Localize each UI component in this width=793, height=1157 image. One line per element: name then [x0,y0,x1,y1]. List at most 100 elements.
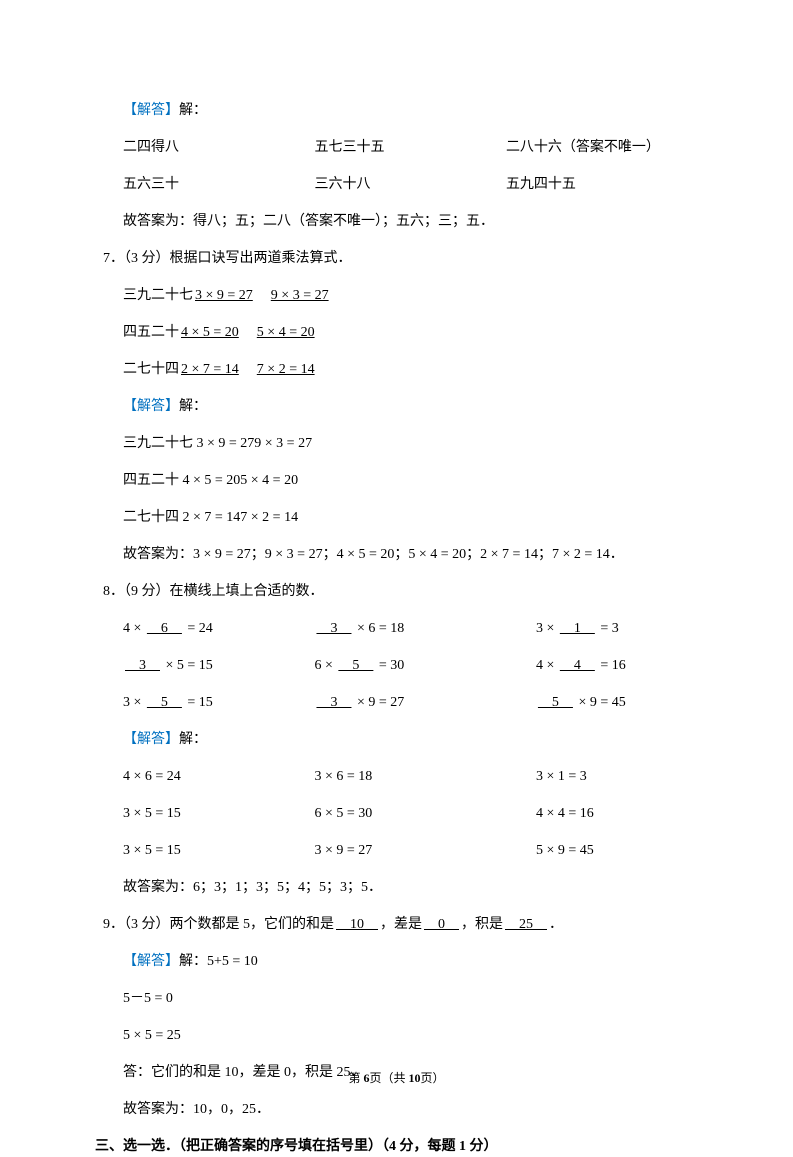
answer-label: 【解答】 [123,399,179,414]
t: ． [549,917,563,932]
q8-conclusion: 故答案为：6；3；1；3；5；4；5；3；5． [123,877,698,898]
section-3-heading: 三、选一选．（把正确答案的序号填在括号里）（4 分，每题 1 分） [95,1136,698,1157]
label: 四五二十 [123,325,179,340]
t: 3 × [536,621,558,636]
q7-answer-heading: 【解答】解： [123,396,698,417]
label: 二七十四 [123,362,179,377]
t: ，差是 [380,917,422,932]
q8-text: 在横线上填上合适的数． [170,584,324,599]
q7-row: 四五二十4 × 5 = 20 5 × 4 = 20 [123,322,698,343]
jie: 解： [179,954,207,969]
t: 4 × [123,621,145,636]
q7-title: 7．（3 分）根据口诀写出两道乘法算式． [103,248,698,269]
q9-title: 9．（3 分）两个数都是 5，它们的和是 10 ，差是 0 ，积是 25 ． [103,914,698,935]
q8-solrow: 3 × 5 = 15 6 × 5 = 30 4 × 4 = 16 [123,803,698,824]
cell: 二四得八 [123,137,314,158]
q7-row: 二七十四2 × 7 = 14 7 × 2 = 14 [123,359,698,380]
label: 三九二十七 [123,288,193,303]
cell: 五六三十 [123,174,314,195]
q8-number: 8．（9 分） [103,584,170,599]
jie: 解： [179,732,207,747]
q6-grid-row2: 五六三十 三六十八 五九四十五 [123,174,698,195]
u: 3 [123,658,162,673]
sol: 5+5 = 10 [207,954,258,969]
cell: 3 × 5 = 15 [123,655,314,676]
q7-conclusion: 故答案为：3 × 9 = 27；9 × 3 = 27；4 × 5 = 20；5 … [123,544,698,565]
t: × 9 = 27 [353,695,404,710]
q8-row: 4 × 6 = 24 3 × 6 = 18 3 × 1 = 3 [123,618,698,639]
q9-conclusion: 故答案为：10，0，25． [123,1099,698,1120]
q8-solrow: 4 × 6 = 24 3 × 6 = 18 3 × 1 = 3 [123,766,698,787]
ans: 4 × 5 = 20 [179,325,241,340]
t: = 24 [184,621,213,636]
q8-row: 3 × 5 = 15 6 × 5 = 30 4 × 4 = 16 [123,655,698,676]
q9-answer-heading: 【解答】解：5+5 = 10 [123,951,698,972]
cell: 5 × 9 = 45 [506,840,697,861]
q7-sol: 二七十四 2 × 7 = 147 × 2 = 14 [123,507,698,528]
t: = 15 [184,695,213,710]
q6-answer-heading: 【解答】解： [123,100,698,121]
cell: 三六十八 [314,174,505,195]
cell: 五九四十五 [506,174,697,195]
t: 页） [421,1071,445,1085]
t: × 9 = 45 [575,695,626,710]
t: 两个数都是 5，它们的和是 [170,917,335,932]
cell: 3 × 5 = 15 [123,840,314,861]
q9-number: 9．（3 分） [103,917,170,932]
ans: 9 × 3 = 27 [269,288,331,303]
cell: 3 × 1 = 3 [506,766,697,787]
u: 10 [334,917,380,932]
q6-conclusion: 故答案为：得八；五；二八（答案不唯一）；五六；三；五． [123,211,698,232]
cell: 6 × 5 = 30 [314,803,505,824]
page-footer: 第 6页（共 10页） [0,1069,793,1087]
t: = 30 [375,658,404,673]
t: × 6 = 18 [353,621,404,636]
cell: 5 × 9 = 45 [506,692,697,713]
cell: 3 × 6 = 18 [314,618,505,639]
q8-answer-heading: 【解答】解： [123,729,698,750]
q8-title: 8．（9 分）在横线上填上合适的数． [103,581,698,602]
q7-row: 三九二十七3 × 9 = 27 9 × 3 = 27 [123,285,698,306]
u: 5 [336,658,375,673]
ans: 3 × 9 = 27 [193,288,255,303]
answer-label: 【解答】 [123,103,179,118]
cell: 二八十六（答案不唯一） [506,137,697,158]
q9-sol: 5－5 = 0 [123,988,698,1009]
t: = 16 [597,658,626,673]
q7-number: 7．（3 分） [103,251,170,266]
u: 25 [503,917,549,932]
u: 5 [145,695,184,710]
q8-row: 3 × 5 = 15 3 × 9 = 27 5 × 9 = 45 [123,692,698,713]
t: 3 × [123,695,145,710]
cell: 3 × 6 = 18 [314,766,505,787]
cell: 3 × 5 = 15 [123,692,314,713]
answer-label: 【解答】 [123,732,179,747]
cell: 4 × 6 = 24 [123,618,314,639]
total-pages: 10 [409,1071,421,1085]
t: ，积是 [461,917,503,932]
q7-text: 根据口诀写出两道乘法算式． [170,251,352,266]
t: 第 [348,1071,363,1085]
q8-solrow: 3 × 5 = 15 3 × 9 = 27 5 × 9 = 45 [123,840,698,861]
answer-label: 【解答】 [123,954,179,969]
ans: 2 × 7 = 14 [179,362,241,377]
cell: 五七三十五 [314,137,505,158]
u: 3 [314,695,353,710]
t: = 3 [597,621,619,636]
u: 3 [314,621,353,636]
cell: 6 × 5 = 30 [314,655,505,676]
cell: 3 × 9 = 27 [314,692,505,713]
cell: 3 × 5 = 15 [123,803,314,824]
u: 0 [422,917,461,932]
t: 4 × [536,658,558,673]
t: × 5 = 15 [162,658,213,673]
ans: 5 × 4 = 20 [255,325,317,340]
ans: 7 × 2 = 14 [255,362,317,377]
u: 6 [145,621,184,636]
cell: 4 × 6 = 24 [123,766,314,787]
cell: 3 × 9 = 27 [314,840,505,861]
cell: 4 × 4 = 16 [506,803,697,824]
u: 4 [558,658,597,673]
t: 页（共 [369,1071,408,1085]
jie: 解： [179,399,207,414]
